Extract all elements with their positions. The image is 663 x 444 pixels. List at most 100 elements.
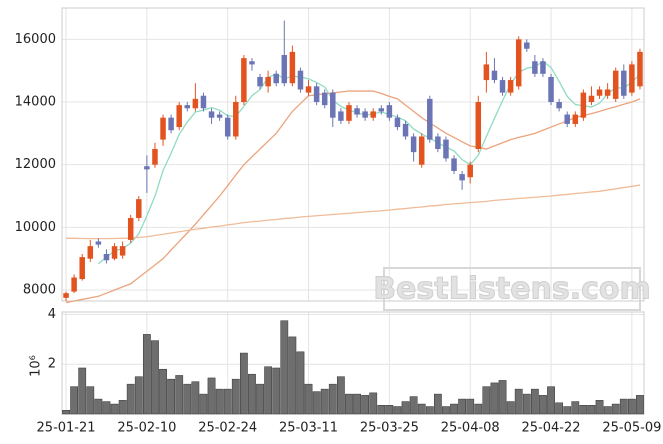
volume-bar bbox=[627, 398, 636, 415]
candle-body bbox=[459, 174, 465, 181]
candle-body bbox=[604, 89, 611, 96]
candle-body bbox=[184, 105, 191, 109]
volume-bar bbox=[207, 377, 216, 415]
candle-body bbox=[427, 98, 433, 140]
volume-bar bbox=[183, 383, 192, 415]
volume-bar bbox=[506, 401, 515, 415]
candle-body bbox=[467, 164, 473, 178]
candle-body bbox=[273, 73, 279, 84]
candle-body bbox=[330, 92, 336, 118]
volume-bar bbox=[377, 405, 386, 415]
volume-bar bbox=[126, 383, 135, 415]
candle-body bbox=[249, 61, 255, 65]
candle-body bbox=[564, 114, 570, 124]
candle-body bbox=[208, 111, 215, 118]
candle-body bbox=[103, 253, 110, 261]
volume-bar bbox=[417, 403, 426, 415]
volume-bar bbox=[223, 388, 232, 415]
candle-body bbox=[257, 76, 263, 87]
volume-bar bbox=[175, 375, 184, 415]
volume-bar bbox=[482, 386, 491, 415]
volume-bar bbox=[498, 380, 507, 415]
candle-body bbox=[572, 114, 579, 124]
candle-body bbox=[119, 246, 126, 256]
candle-body bbox=[556, 102, 562, 109]
y-tick-label: 2 bbox=[48, 357, 56, 372]
candle-body bbox=[281, 55, 288, 84]
volume-bar bbox=[78, 367, 87, 415]
volume-bar bbox=[191, 381, 200, 415]
volume-bar bbox=[466, 398, 475, 415]
volume-bar bbox=[409, 396, 418, 415]
volume-bar bbox=[102, 401, 111, 415]
volume-bar bbox=[539, 395, 547, 415]
candle-body bbox=[87, 246, 94, 259]
y-tick-label: 14000 bbox=[15, 95, 56, 110]
volume-panel bbox=[61, 311, 645, 415]
candle-body bbox=[532, 61, 538, 74]
candle-body bbox=[233, 102, 239, 137]
volume-bar bbox=[312, 391, 321, 415]
volume-bar bbox=[563, 406, 572, 415]
candle-body bbox=[475, 102, 482, 150]
volume-bar bbox=[151, 340, 159, 415]
x-tick-label: 25-03-11 bbox=[279, 421, 338, 436]
candle-body bbox=[451, 158, 457, 171]
candle-body bbox=[378, 108, 385, 112]
x-tick-label: 25-03-25 bbox=[360, 421, 419, 436]
candle-body bbox=[346, 105, 352, 121]
volume-bar bbox=[361, 395, 370, 415]
y-axis-label: 10⁶ bbox=[29, 355, 44, 377]
volume-bar bbox=[215, 388, 224, 415]
volume-bar bbox=[474, 403, 483, 415]
candle-body bbox=[224, 117, 231, 137]
candle-body bbox=[386, 105, 393, 118]
candle-body bbox=[629, 64, 635, 93]
y-tick-label: 8000 bbox=[23, 283, 56, 298]
x-tick-label: 25-01-21 bbox=[37, 421, 96, 436]
volume-bar bbox=[636, 395, 644, 415]
candle-body bbox=[95, 241, 102, 245]
candle-body bbox=[200, 95, 207, 109]
candle-body bbox=[402, 123, 409, 137]
volume-bar bbox=[401, 401, 410, 415]
candle-body bbox=[410, 136, 417, 153]
volume-bar bbox=[522, 393, 531, 415]
volume-bar bbox=[547, 386, 555, 415]
volume-bar bbox=[62, 410, 70, 415]
volume-bar bbox=[199, 393, 208, 415]
volume-bar bbox=[70, 386, 79, 415]
volume-bar bbox=[159, 368, 167, 415]
volume-bar bbox=[239, 352, 248, 415]
candle-body bbox=[111, 246, 118, 259]
price-panel bbox=[61, 7, 645, 302]
volume-bar bbox=[86, 386, 95, 415]
volume-bar bbox=[296, 351, 305, 415]
candle-body bbox=[321, 92, 328, 106]
volume-bar bbox=[304, 383, 313, 415]
volume-bar bbox=[256, 383, 264, 415]
x-tick-label: 25-02-10 bbox=[117, 421, 176, 436]
volume-bar bbox=[611, 403, 620, 415]
candle-body bbox=[637, 51, 643, 87]
volume-bar bbox=[94, 398, 103, 415]
candle-body bbox=[216, 114, 223, 118]
candle-body bbox=[79, 257, 85, 280]
candle-body bbox=[127, 217, 134, 240]
volume-bar bbox=[530, 388, 539, 415]
ma-line bbox=[66, 184, 641, 240]
watermark-box bbox=[383, 267, 641, 311]
volume-bar bbox=[603, 406, 612, 415]
candle-body bbox=[144, 166, 150, 170]
volume-bar bbox=[571, 401, 580, 415]
candle-body bbox=[362, 111, 368, 118]
candle-body bbox=[241, 58, 247, 103]
volume-bar bbox=[595, 400, 604, 415]
volume-bar bbox=[450, 403, 458, 415]
ma-line bbox=[65, 90, 641, 304]
volume-bar bbox=[555, 402, 564, 415]
x-tick-label: 25-04-22 bbox=[522, 421, 581, 436]
watermark: BestListens.com bbox=[373, 272, 651, 307]
volume-bar bbox=[134, 376, 143, 415]
